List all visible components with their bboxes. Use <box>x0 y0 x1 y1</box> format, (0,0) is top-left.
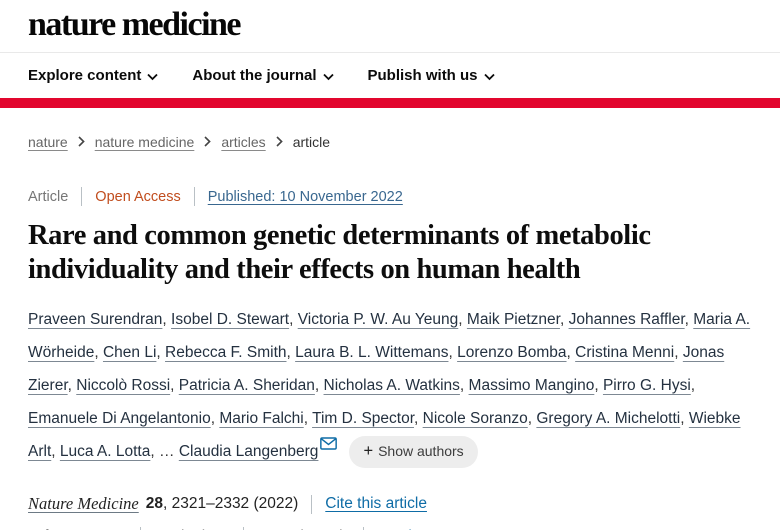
author-link[interactable]: Mario Falchi <box>219 410 304 427</box>
chevron-right-icon <box>276 134 283 150</box>
author-link[interactable]: Emanuele Di Angelantonio <box>28 410 211 427</box>
open-access-label: Open Access <box>95 188 181 205</box>
envelope-icon[interactable] <box>320 429 338 462</box>
nav-publish-with-us-label: Publish with us <box>367 67 478 84</box>
divider <box>140 527 142 530</box>
author-link[interactable]: Pirro G. Hysi <box>602 377 691 394</box>
cite-this-article-link[interactable]: Cite this article <box>325 495 427 512</box>
citations-metric: 1 Citations <box>154 528 230 530</box>
article-type-label: Article <box>28 188 69 205</box>
author-link[interactable]: Rebecca F. Smith <box>165 344 287 361</box>
citations-label: Citations <box>170 528 230 530</box>
author-link[interactable]: Tim D. Spector <box>312 410 415 427</box>
altmetric-count: 452 <box>257 528 283 530</box>
journal-logo[interactable]: nature medicine <box>28 6 242 43</box>
published-date-link[interactable]: Published: 10 November 2022 <box>207 188 403 205</box>
author-names: Praveen Surendran, Isobel D. Stewart, Vi… <box>28 311 751 460</box>
author-link[interactable]: Niccolò Rossi <box>76 377 171 394</box>
article-meta: Article Open Access Published: 10 Novemb… <box>28 187 752 206</box>
volume-number: 28 <box>145 495 163 512</box>
show-authors-label: Show authors <box>378 442 464 459</box>
nav-about-journal-label: About the journal <box>192 67 317 84</box>
metrics-link[interactable]: Metrics <box>377 528 427 530</box>
author-link[interactable]: Nicole Soranzo <box>422 410 528 427</box>
nav-about-journal[interactable]: About the journal <box>192 66 334 85</box>
chevron-down-icon <box>483 68 495 85</box>
article-title: Rare and common genetic determinants of … <box>28 220 651 285</box>
site-header: nature medicine <box>0 0 780 53</box>
chevron-right-icon <box>78 134 85 150</box>
journal-name-link[interactable]: Nature Medicine <box>28 494 139 513</box>
pages-year: , 2321–2332 (2022) <box>162 495 299 512</box>
author-link[interactable]: Maria A. Wörheide <box>28 311 751 361</box>
breadcrumb: nature nature medicine articles article <box>28 133 752 150</box>
author-link[interactable]: Massimo Mangino <box>468 377 595 394</box>
divider <box>311 494 313 514</box>
divider <box>243 527 245 530</box>
chevron-right-icon <box>204 134 212 150</box>
accesses-metric: 13k Accesses <box>28 528 127 530</box>
author-link[interactable]: Maik Pietzner <box>466 311 560 328</box>
breadcrumb-current-article: article <box>292 133 331 150</box>
author-link[interactable]: Patricia A. Sheridan <box>178 377 315 394</box>
main-nav: Explore content About the journal Publis… <box>0 53 780 98</box>
plus-icon: + <box>363 441 374 460</box>
author-list: Praveen Surendran, Isobel D. Stewart, Vi… <box>28 303 752 468</box>
author-link[interactable]: Praveen Surendran <box>28 311 163 328</box>
author-link[interactable]: Lorenzo Bomba <box>457 344 567 361</box>
accesses-count: 13k <box>28 528 54 530</box>
brand-accent-bar <box>0 98 780 108</box>
breadcrumb-articles[interactable]: articles <box>221 133 266 150</box>
nav-explore-content[interactable]: Explore content <box>28 66 158 85</box>
citations-count: 1 <box>154 528 163 530</box>
divider <box>363 527 365 530</box>
author-link[interactable]: Laura B. L. Wittemans <box>295 344 449 361</box>
corresponding-author-link[interactable]: Claudia Langenberg <box>178 443 319 460</box>
divider <box>193 187 195 206</box>
accesses-label: Accesses <box>61 528 127 530</box>
author-link[interactable]: Isobel D. Stewart <box>171 311 290 328</box>
author-link[interactable]: Jonas Zierer <box>28 344 725 394</box>
author-link[interactable]: Luca A. Lotta <box>59 443 151 460</box>
divider <box>81 187 83 206</box>
breadcrumb-nature[interactable]: nature <box>28 133 68 150</box>
chevron-down-icon <box>322 68 334 85</box>
metrics-bar: 13k Accesses 1 Citations 452 Altmetric M… <box>28 527 752 530</box>
author-link[interactable]: Chen Li <box>102 344 157 361</box>
author-link[interactable]: Wiebke Arlt <box>28 410 741 460</box>
nav-publish-with-us[interactable]: Publish with us <box>368 66 495 85</box>
chevron-down-icon <box>147 68 158 85</box>
author-link[interactable]: Cristina Menni <box>575 344 675 361</box>
author-link[interactable]: Johannes Raffler <box>568 311 685 328</box>
altmetric-metric: 452 Altmetric <box>257 528 350 530</box>
citation-line: Nature Medicine 28 , 2321–2332 (2022) Ci… <box>28 494 752 514</box>
breadcrumb-nature-medicine[interactable]: nature medicine <box>94 133 195 150</box>
author-link[interactable]: Gregory A. Michelotti <box>536 410 681 427</box>
nav-explore-content-label: Explore content <box>28 67 142 84</box>
author-link[interactable]: Nicholas A. Watkins <box>323 377 460 394</box>
show-authors-button[interactable]: + Show authors <box>349 435 478 468</box>
author-link[interactable]: Victoria P. W. Au Yeung <box>297 311 459 328</box>
altmetric-label: Altmetric <box>290 528 350 530</box>
